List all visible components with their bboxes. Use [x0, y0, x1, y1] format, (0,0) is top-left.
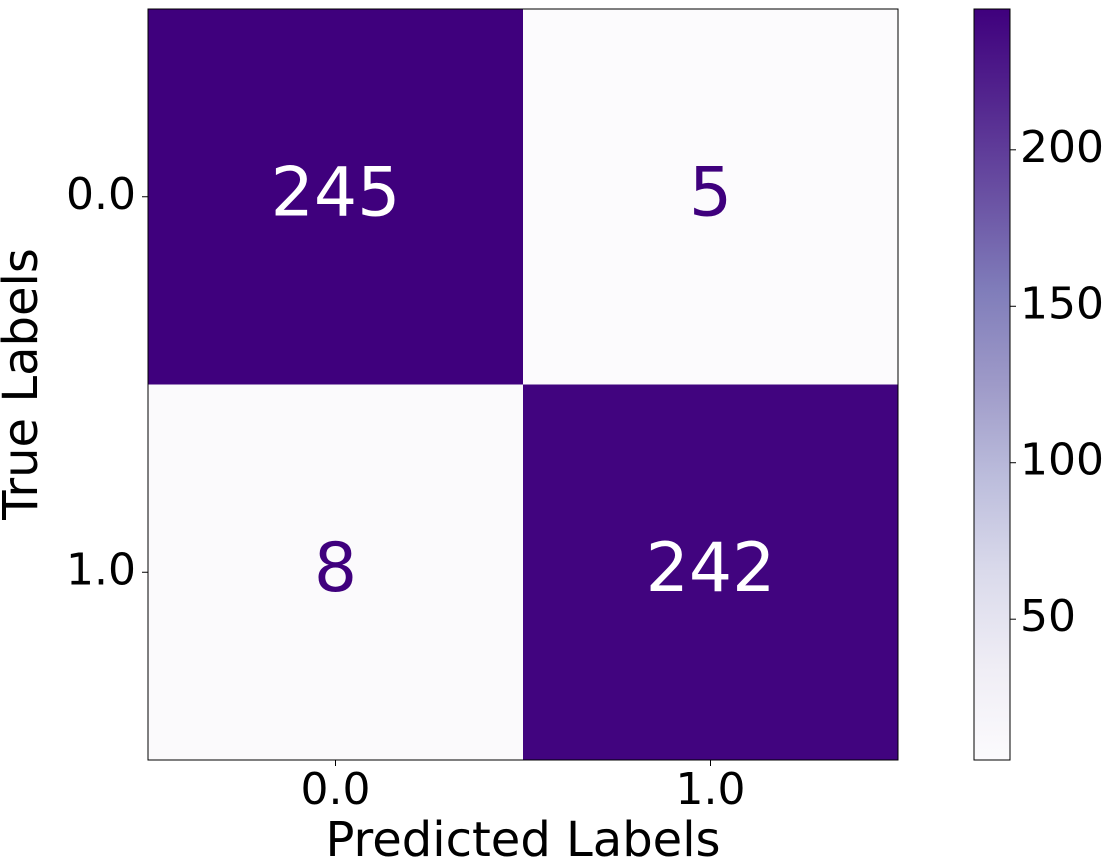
- colorbar: [973, 8, 1011, 761]
- plot-frame: [147, 8, 899, 761]
- x-axis-label: Predicted Labels: [325, 812, 720, 867]
- cell-label: 242: [646, 529, 776, 608]
- cell: [523, 384, 898, 760]
- cell: [523, 9, 898, 385]
- colorbar-tick-label: 100: [1020, 435, 1104, 486]
- y-axis-label: True Labels: [0, 248, 49, 521]
- x-tick-label: 1.0: [676, 764, 746, 815]
- y-tick-label: 1.0: [66, 544, 136, 595]
- cell-label: 245: [271, 153, 401, 232]
- cell: [148, 9, 523, 385]
- colorbar-tick-label: 150: [1020, 278, 1104, 329]
- cell-label: 5: [689, 153, 732, 232]
- y-tick-label: 0.0: [66, 169, 136, 220]
- cell: [148, 384, 523, 760]
- colorbar-tick-label: 200: [1020, 122, 1104, 173]
- x-tick-label: 0.0: [301, 764, 371, 815]
- colorbar-tick-label: 50: [1020, 591, 1076, 642]
- cell-label: 8: [314, 529, 357, 608]
